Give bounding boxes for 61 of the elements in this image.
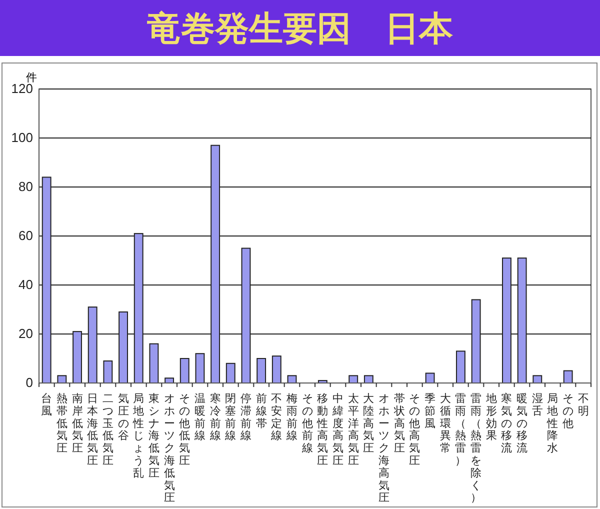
- x-tick-label: 暖気の移流: [516, 392, 528, 455]
- x-tick-label: 雷雨（熱雷）: [455, 393, 466, 467]
- x-tick-label: 不安定線: [270, 393, 282, 442]
- x-tick-label: 前線帯: [254, 393, 267, 430]
- x-tick-label: 熱帯低気圧: [56, 392, 68, 455]
- x-tick-label: 二つ玉低気圧: [102, 393, 114, 467]
- x-tick-label: その他: [562, 393, 574, 430]
- y-tick-label: 20: [18, 326, 33, 342]
- x-tick-label: 大陸高気圧: [363, 392, 374, 455]
- category-label: オホーツク海高気圧: [378, 393, 390, 504]
- x-tick-label: その他低気圧: [179, 393, 190, 467]
- category-label: オホーツク海低気圧: [164, 393, 175, 504]
- x-tick-label: 閉塞前線: [224, 393, 236, 442]
- bar: [103, 360, 113, 384]
- bar: [563, 370, 573, 384]
- x-tick-label: 局地性じょう乱: [132, 393, 144, 480]
- x-tick-label: その他高気圧: [409, 393, 420, 467]
- bar: [348, 375, 358, 384]
- x-tick-label: 帯状高気圧: [392, 392, 405, 455]
- x-tick-label: 梅雨前線: [285, 393, 298, 442]
- x-tick-label: 地形効果: [484, 392, 497, 442]
- chart-title: 竜巻発生要因 日本: [146, 9, 454, 49]
- x-tick-label: 気圧の谷: [118, 393, 129, 442]
- bar: [256, 358, 266, 384]
- bar: [164, 378, 174, 384]
- y-axis-title: 件: [26, 71, 37, 84]
- x-tick-label: 停滞前線: [239, 393, 252, 442]
- y-tick-label: 40: [18, 277, 33, 292]
- bar: [425, 372, 435, 384]
- bar: [195, 353, 205, 384]
- x-tick-label: 日本海低気圧: [87, 393, 98, 467]
- x-tick-label: 台風: [41, 392, 52, 418]
- x-tick-label: 移動性高気圧: [316, 393, 328, 467]
- bar: [364, 375, 374, 384]
- bar: [287, 375, 297, 384]
- x-tick-label: 局地性降水: [546, 393, 558, 455]
- bar: [456, 350, 466, 384]
- x-tick-label: 南岸低気圧: [72, 392, 83, 455]
- x-tick-label: 東シナ海低気圧: [148, 392, 160, 480]
- x-tick-label: 湿舌: [532, 393, 543, 418]
- y-tick-label: 100: [11, 130, 33, 146]
- bar: [226, 362, 236, 384]
- bar: [180, 358, 190, 384]
- x-tick-label: 太平洋高気圧: [348, 392, 359, 467]
- y-tick-label: 80: [18, 179, 33, 194]
- category-label: 雷雨（熱雷を除く）: [470, 393, 482, 504]
- y-tick-label: 60: [18, 228, 33, 244]
- x-tick-label: 寒冷前線: [208, 392, 221, 442]
- x-tick-label: 季節風: [424, 392, 436, 430]
- x-tick-label: 中緯度高気圧: [332, 392, 344, 467]
- bar: [532, 375, 542, 384]
- y-tick-label: 120: [11, 81, 33, 96]
- bar: [272, 356, 282, 384]
- bar: [149, 343, 159, 384]
- x-tick-label: 寒気の移流: [501, 392, 512, 455]
- x-tick-label: 不明: [578, 393, 589, 418]
- bar: [57, 375, 67, 384]
- x-tick-label: その他前線: [300, 393, 313, 455]
- y-tick-label: 0: [26, 375, 33, 390]
- x-tick-label: 温暖前線: [193, 393, 206, 442]
- x-tick-label: 大循環異常: [440, 392, 451, 455]
